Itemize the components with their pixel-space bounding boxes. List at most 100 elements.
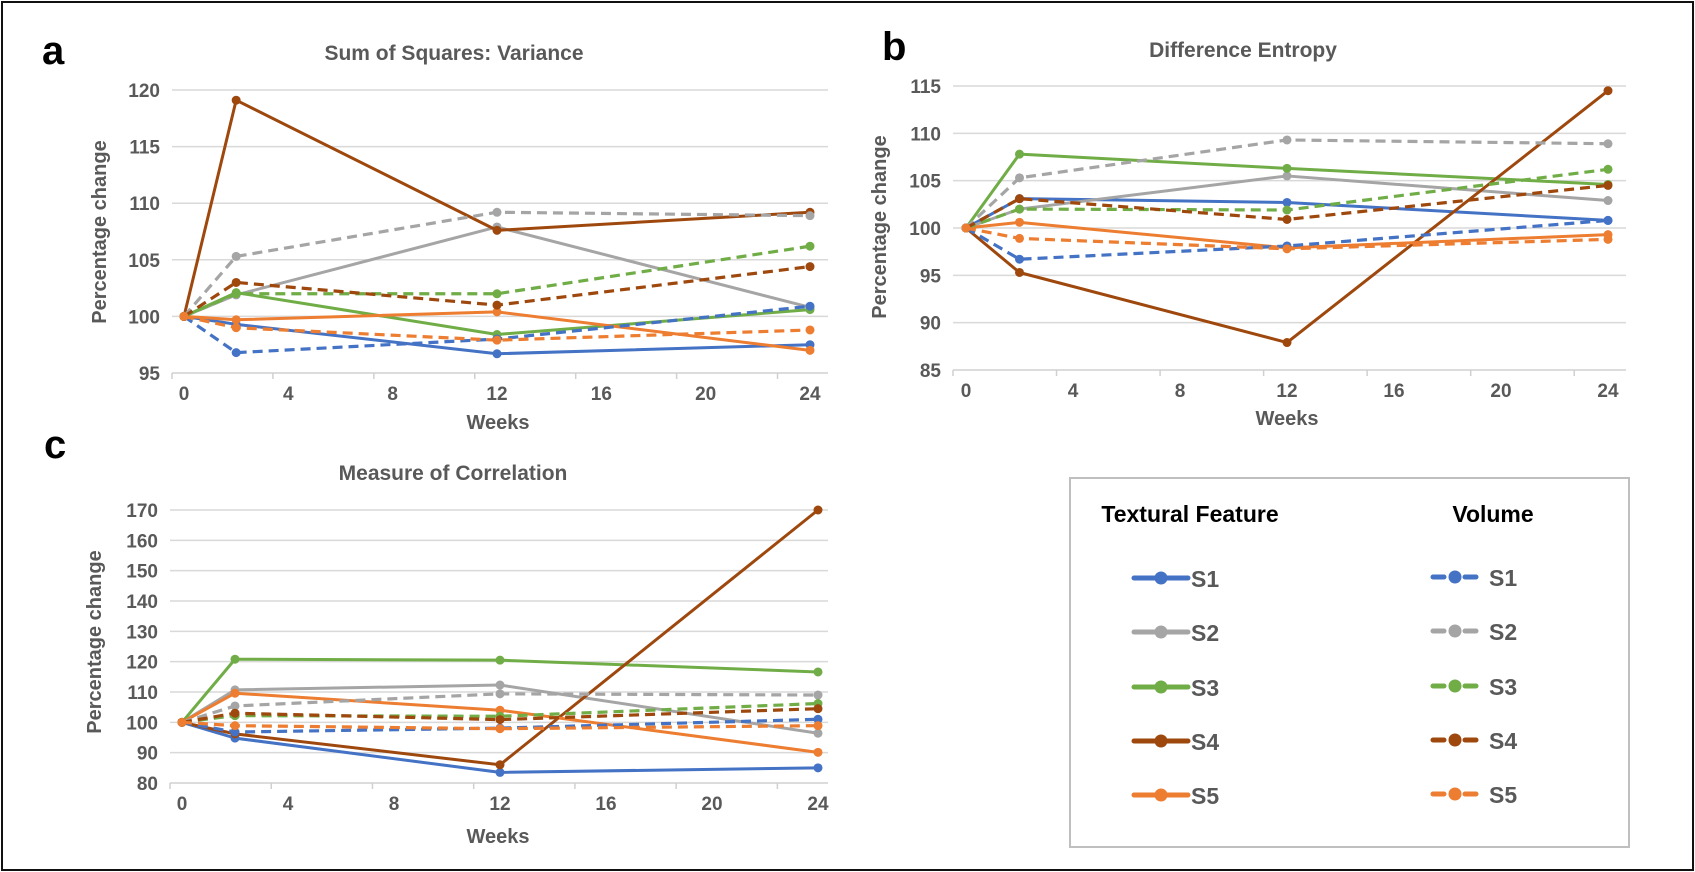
series-line [181,701,819,724]
legend-items: S1 S2 S3 S4 S5 S1 S2 S3 S4 S5 [1131,565,1517,809]
legend-marker [1448,787,1462,801]
data-point [805,241,815,251]
legend-label: S1 [1191,566,1219,592]
legend-box [1069,477,1630,848]
legend-label: S2 [1191,620,1219,646]
tick-labels-b: 85 90 95 100 105 110 115 0 4 8 12 16 20 24 [909,77,1619,402]
series-line [182,210,811,318]
y-tick-label: 120 [126,653,158,674]
gridlines-b [952,85,1626,376]
legend-label: S5 [1489,782,1517,808]
data-point [231,315,241,325]
data-point [1282,163,1292,173]
legend-marker [1154,734,1168,748]
x-tick-label: 16 [591,384,612,405]
y-tick-label: 150 [126,562,158,583]
data-point [813,763,823,773]
data-point [1015,149,1024,159]
chart-title-c: Measure of Correlation [339,462,568,485]
data-point [230,721,240,731]
y-tick-label: 120 [128,81,160,102]
legend-label: S5 [1191,783,1219,809]
data-point [492,207,502,217]
series-volume-s5 [179,311,815,345]
x-tick-label: 8 [387,384,398,405]
legend-marker [1154,571,1168,585]
x-axis-label-c: Weeks [466,826,529,848]
data-point [495,724,505,734]
legend-item-textural-s3: S3 [1131,675,1219,701]
x-tick-label: 12 [486,384,507,405]
data-point [231,323,241,333]
series-volume-s5 [961,223,1613,254]
y-axis-label-c: Percentage change [84,550,106,733]
series-line [182,98,811,317]
panel-letter-b: b [882,25,906,69]
x-tick-label: 8 [389,794,400,815]
y-tick-label: 105 [128,251,160,272]
series-line [183,304,811,355]
data-point [805,262,815,272]
y-tick-label: 170 [126,501,158,522]
data-point [1603,164,1613,174]
data-point [492,300,502,310]
legend-marker [1448,570,1462,584]
y-axis-label-a: Percentage change [89,140,111,323]
data-point [1603,180,1613,190]
gridlines-c [169,509,828,789]
legend-marker [1154,625,1168,639]
data-point [1015,194,1024,204]
panel-letter-a: a [42,29,65,73]
series-line [183,265,811,318]
legend-header-textural: Textural Feature [1101,501,1278,527]
x-tick-label: 20 [1490,381,1511,402]
data-point [1015,204,1024,214]
legend-marker [1448,679,1462,693]
series-volume-s2 [177,689,823,727]
x-axis-label-b: Weeks [1255,408,1318,430]
data-point [492,289,502,299]
data-point [492,335,502,345]
series-line [183,310,811,352]
tick-labels-c: 80 90 100 110 120 130 140 150 160 170 0 4 8 12 16 20 24 [126,501,829,815]
y-tick-label: 110 [127,683,158,704]
data-point [1015,217,1024,227]
x-tick-label: 4 [283,794,294,815]
legend-item-volume-s1: S1 [1430,565,1517,591]
legend-label: S3 [1191,675,1219,701]
data-point [961,223,971,233]
data-point [230,701,240,711]
legend-item-volume-s3: S3 [1430,674,1517,700]
data-point [495,767,505,777]
y-tick-label: 90 [920,314,941,335]
y-tick-label: 105 [909,172,941,193]
x-tick-label: 12 [489,794,510,815]
x-tick-label: 20 [695,384,716,405]
x-tick-label: 0 [177,794,188,815]
data-point [1603,196,1613,206]
legend-marker [1448,624,1462,638]
data-point [813,721,823,731]
data-point [177,717,187,727]
series-line [964,152,1609,229]
series-line [181,720,819,731]
data-point [231,289,241,299]
legend-label: S4 [1489,728,1517,754]
data-point [230,688,240,698]
data-point [492,225,502,235]
x-tick-label: 0 [179,384,190,405]
legend-label: S2 [1489,619,1517,645]
y-tick-label: 100 [126,713,158,734]
series-line [964,138,1609,230]
y-tick-label: 100 [909,219,941,240]
legend-item-textural-s4: S4 [1131,729,1219,755]
data-point [230,727,240,737]
series-line [183,314,811,342]
chart-panel-b: b Difference Entropy Percentage change W… [869,25,1626,430]
data-point [231,277,241,287]
x-axis-label-a: Weeks [466,412,529,434]
y-tick-label: 95 [139,364,161,385]
data-point [805,301,815,311]
legend-marker [1448,733,1462,747]
data-point [805,211,815,221]
